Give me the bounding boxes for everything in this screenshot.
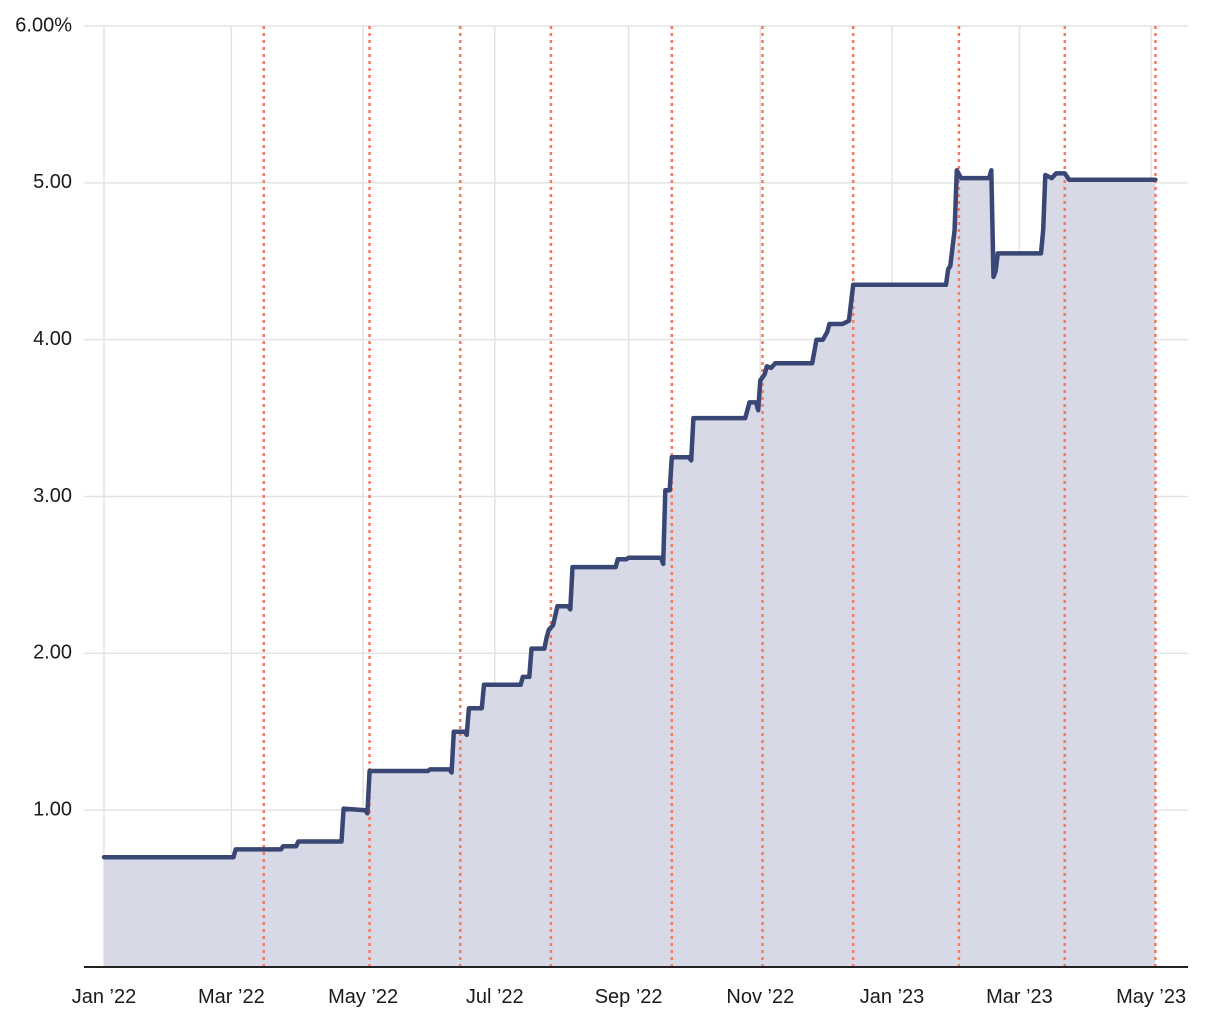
y-tick-label-4: 5.00 (33, 171, 72, 193)
x-tick-label-3: Jul ’22 (466, 986, 524, 1008)
y-tick-label-2: 3.00 (33, 485, 72, 507)
x-tick-label-0: Jan ’22 (72, 986, 137, 1008)
x-tick-label-6: Jan ’23 (860, 986, 925, 1008)
x-axis-ticks: Jan ’22 Mar ’22 May ’22 Jul ’22 Sep ’22 Nov ’… (72, 986, 1186, 1008)
event-lines (262, 26, 1157, 967)
x-tick-label-8: May ’23 (1116, 986, 1186, 1008)
x-tick-label-4: Sep ’22 (595, 986, 663, 1008)
series-line-layer (101, 168, 1158, 860)
y-tick-label-0: 1.00 (33, 798, 72, 820)
x-tick-label-1: Mar ’22 (198, 986, 265, 1008)
y-tick-label-3: 4.00 (33, 328, 72, 350)
y-axis-ticks: 1.00 2.00 3.00 4.00 5.00 6.00% (15, 14, 72, 820)
x-tick-label-2: May ’22 (328, 986, 398, 1008)
x-tick-label-5: Nov ’22 (726, 986, 794, 1008)
series-area (104, 170, 1156, 968)
y-tick-label-5: 6.00% (15, 14, 72, 36)
y-tick-label-1: 2.00 (33, 642, 72, 664)
series-line (101, 168, 1158, 860)
x-tick-label-7: Mar ’23 (986, 986, 1053, 1008)
area-fill-layer (104, 170, 1156, 968)
